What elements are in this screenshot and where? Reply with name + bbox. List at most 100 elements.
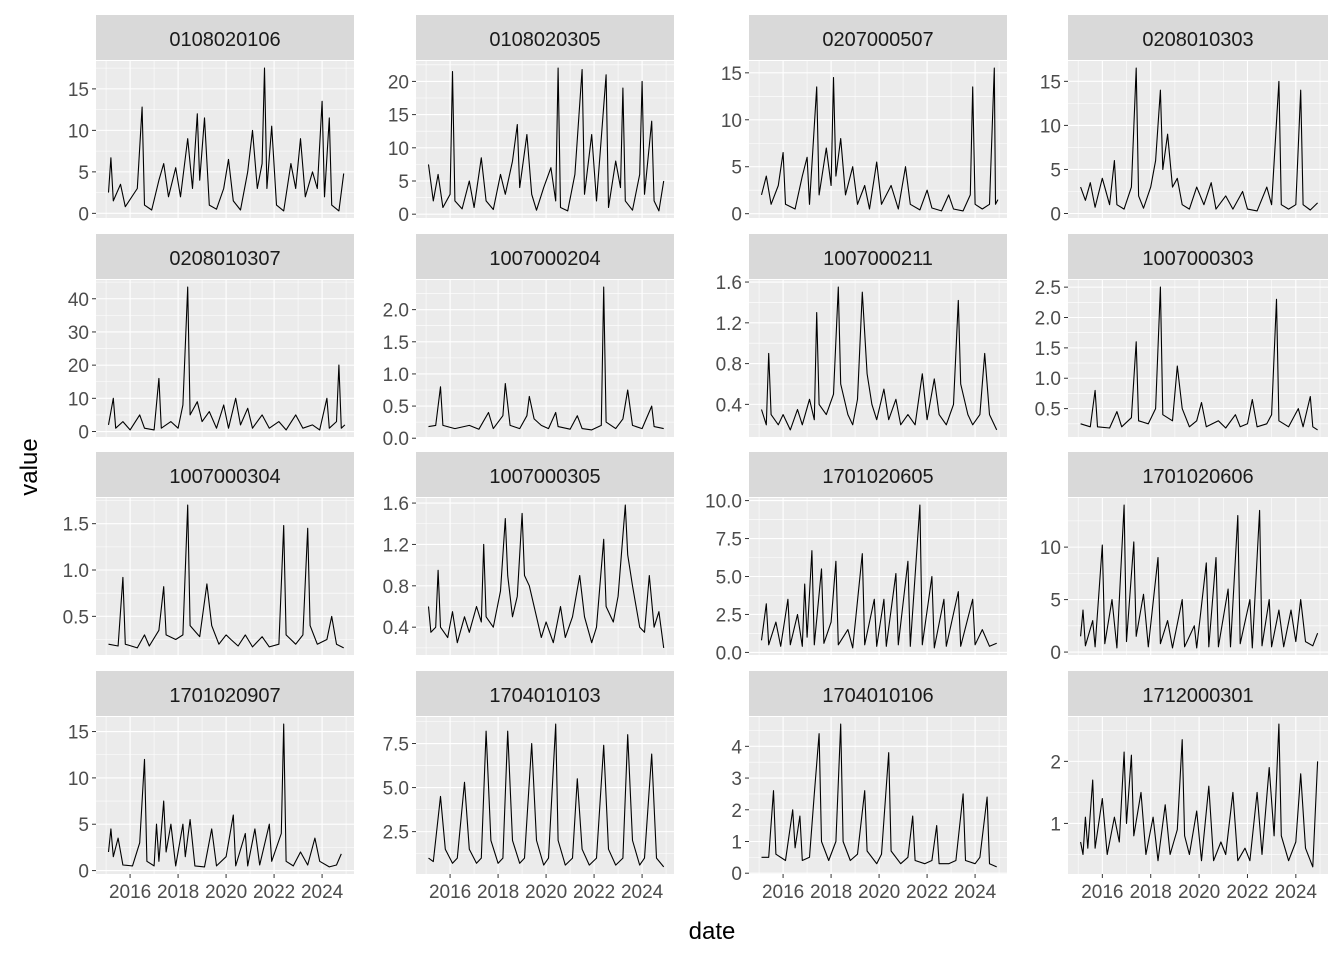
facet-strip-label: 1704010106 <box>822 685 933 707</box>
y-tick-label: 1.0 <box>1035 369 1061 390</box>
y-tick-label: 0.8 <box>716 355 742 376</box>
y-axis-title: value <box>16 438 43 495</box>
series-line <box>107 286 346 431</box>
y-tick-label: 1.5 <box>63 515 89 536</box>
y-tick-label: 5.0 <box>716 568 742 589</box>
y-tick-label: 10 <box>68 389 89 410</box>
y-tick-label: 2.5 <box>383 823 409 844</box>
facet-strip <box>749 671 1007 716</box>
y-tick-label: 5 <box>78 163 89 184</box>
x-tick-label: 2020 <box>858 882 900 903</box>
facet-strip-label: 0208010307 <box>169 248 280 270</box>
series-line <box>760 504 997 649</box>
y-tick-label: 15 <box>68 723 89 744</box>
facet-panel: 1007000304 0.5 1.0 1.5 <box>63 452 354 655</box>
x-axis-title: date <box>689 918 736 945</box>
y-tick-label: 2 <box>1050 752 1061 773</box>
panel-background <box>749 280 1007 437</box>
y-tick-label: 5 <box>1050 160 1061 181</box>
facet-strip-label: 1007000303 <box>1142 248 1253 270</box>
facet-strip-label: 1712000301 <box>1142 685 1253 707</box>
facet-strip-label: 0208010303 <box>1142 29 1253 51</box>
facet-strip <box>96 452 354 497</box>
y-tick-label: 0 <box>398 205 409 226</box>
facet-strip <box>416 234 674 279</box>
series-line <box>427 504 665 648</box>
y-tick-label: 5.0 <box>383 779 409 800</box>
y-tick-label: 10 <box>68 121 89 142</box>
y-tick-label: 0.0 <box>383 429 409 450</box>
y-tick-label: 15 <box>68 80 89 101</box>
facet-panel: 1007000211 0.4 0.8 1.2 1.6 <box>716 234 1007 437</box>
panel-background <box>416 61 674 218</box>
facet-strip <box>96 15 354 60</box>
series-line <box>760 67 999 212</box>
series-line <box>761 723 997 868</box>
facet-panel: 1007000303 0.5 1.0 1.5 2.0 2.5 <box>1035 234 1328 437</box>
x-tick-label: 2022 <box>906 882 948 903</box>
y-tick-label: 3 <box>731 769 742 790</box>
panel-background <box>1068 498 1328 655</box>
series-line <box>1080 504 1319 649</box>
x-tick-label: 2018 <box>477 882 519 903</box>
facet-panel: 1704010106 0 1 2 3 4 2016 2018 2020 2022 2024 <box>731 671 1007 903</box>
series-line <box>428 723 665 868</box>
y-tick-label: 0.4 <box>383 618 410 639</box>
facet-strip <box>1068 234 1328 279</box>
y-tick-label: 0 <box>78 862 89 883</box>
panel-background <box>1068 280 1328 437</box>
y-tick-label: 20 <box>388 72 409 93</box>
y-tick-label: 40 <box>68 290 89 311</box>
series-line <box>1080 67 1318 212</box>
y-tick-label: 7.5 <box>383 735 409 756</box>
y-tick-label: 0 <box>78 204 89 225</box>
facet-panel: 1712000301 1 2 2016 2018 2020 2022 2024 <box>1050 671 1328 903</box>
facet-strip-label: 1701020605 <box>822 466 933 488</box>
y-tick-label: 2 <box>731 801 742 822</box>
facet-panel: 0208010303 0 5 10 15 <box>1040 15 1328 226</box>
facet-strip <box>749 452 1007 497</box>
y-tick-label: 15 <box>721 64 742 85</box>
facet-strip-label: 1007000204 <box>489 248 600 270</box>
panel-background <box>96 717 354 874</box>
facet-strip <box>96 671 354 716</box>
y-tick-label: 4 <box>731 737 742 758</box>
facet-strip <box>1068 671 1328 716</box>
y-tick-label: 1.5 <box>1035 339 1061 360</box>
facet-strip-label: 1007000211 <box>823 248 933 270</box>
y-tick-label: 0 <box>731 864 742 885</box>
facet-panel: 0208010307 0 10 20 30 40 <box>68 234 354 444</box>
series-line <box>107 723 342 868</box>
facet-strip-label: 1701020606 <box>1142 466 1253 488</box>
facet-strip-label: 1007000304 <box>169 466 280 488</box>
x-tick-label: 2024 <box>301 882 344 903</box>
y-tick-label: 10 <box>721 111 742 132</box>
y-tick-label: 10 <box>68 769 89 790</box>
x-tick-label: 2024 <box>1275 882 1318 903</box>
y-tick-label: 10 <box>388 139 409 160</box>
x-tick-label: 2016 <box>109 882 151 903</box>
facet-strip <box>416 15 674 60</box>
x-tick-label: 2024 <box>621 882 664 903</box>
y-tick-label: 5 <box>731 158 742 179</box>
x-tick-label: 2016 <box>1081 882 1123 903</box>
facet-strip <box>749 15 1007 60</box>
facet-panel: 1701020605 0.0 2.5 5.0 7.5 10.0 <box>705 452 1007 664</box>
x-tick-label: 2018 <box>1130 882 1172 903</box>
y-tick-label: 10.0 <box>705 492 742 513</box>
y-tick-label: 1.6 <box>716 273 742 294</box>
facet-strip <box>1068 15 1328 60</box>
y-tick-label: 0.5 <box>63 607 89 628</box>
panel-background <box>749 61 1007 218</box>
x-tick-label: 2020 <box>205 882 247 903</box>
y-tick-label: 0 <box>731 205 742 226</box>
y-tick-label: 7.5 <box>716 530 742 551</box>
y-tick-label: 5 <box>1050 591 1061 612</box>
x-tick-label: 2022 <box>253 882 295 903</box>
panel-background <box>749 717 1007 874</box>
y-tick-label: 1 <box>1050 814 1061 835</box>
y-tick-label: 0 <box>1050 205 1061 226</box>
x-tick-label: 2016 <box>429 882 471 903</box>
panel-background <box>416 280 674 437</box>
